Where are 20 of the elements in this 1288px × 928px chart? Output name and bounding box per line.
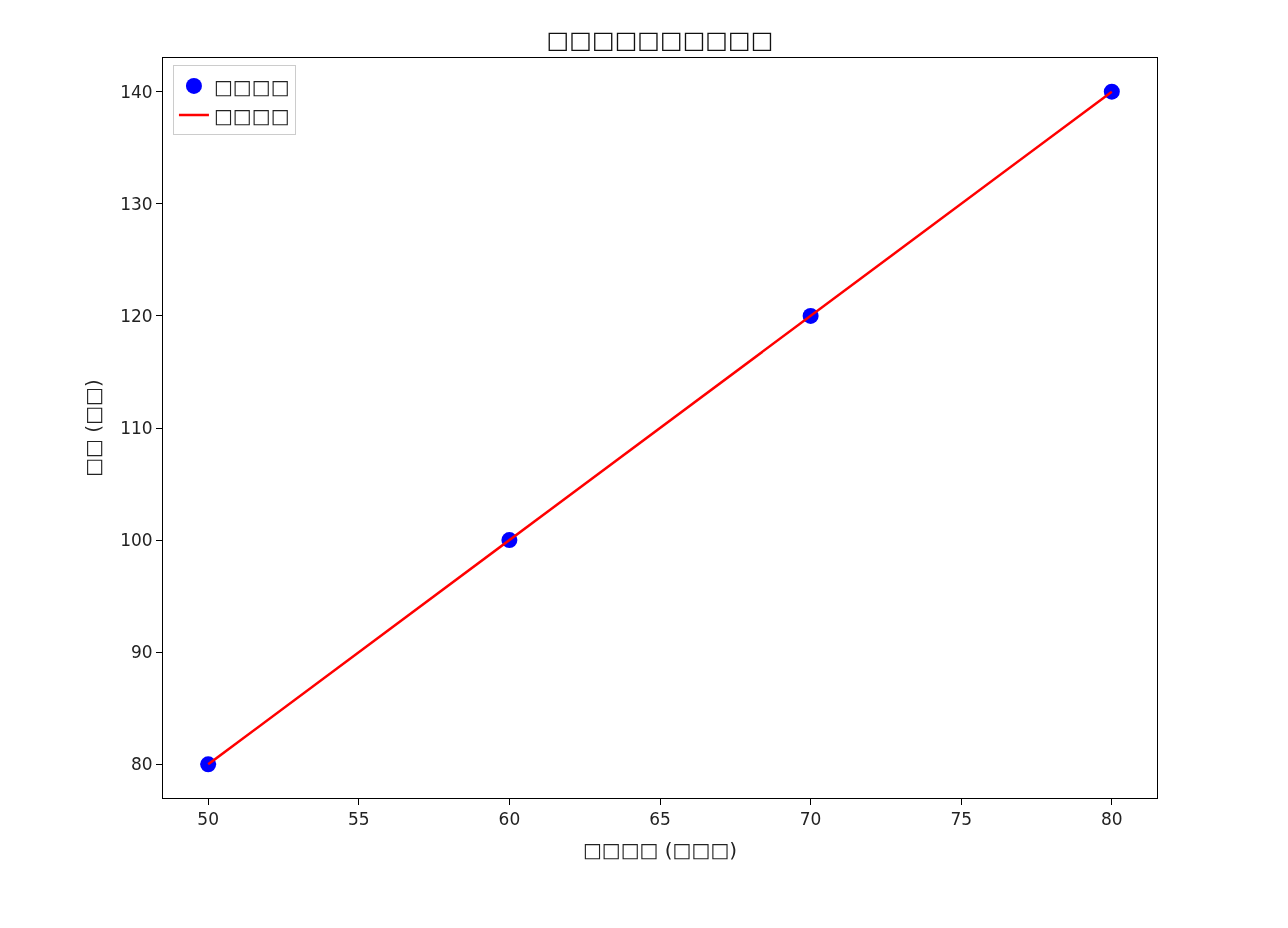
x-tick-label: 60: [498, 809, 521, 830]
y-tick-label: 120: [120, 305, 153, 326]
x-tick-label: 75: [950, 809, 973, 830]
chart-title: □□□□□□□□□□: [546, 26, 774, 54]
y-tick-label: 90: [130, 642, 153, 663]
legend-label: □□□□: [213, 74, 290, 99]
x-axis-title: □□□□ (□□□): [582, 837, 738, 862]
y-tick-label: 80: [130, 754, 153, 775]
y-tick-label: 110: [120, 417, 153, 438]
y-tick-label: 140: [120, 81, 153, 102]
y-tick-label: 100: [120, 530, 153, 551]
y-tick-label: 130: [120, 193, 153, 214]
x-tick-label: 55: [347, 809, 370, 830]
point: [200, 756, 217, 773]
legend-label: □□□□: [213, 103, 290, 128]
x-tick-label: 65: [649, 809, 671, 830]
x-tick-label: 80: [1101, 809, 1123, 830]
x-tick-label: 70: [799, 809, 822, 830]
y-axis-title: □□ (□□): [80, 379, 105, 477]
x-tick-label: 50: [197, 809, 219, 830]
